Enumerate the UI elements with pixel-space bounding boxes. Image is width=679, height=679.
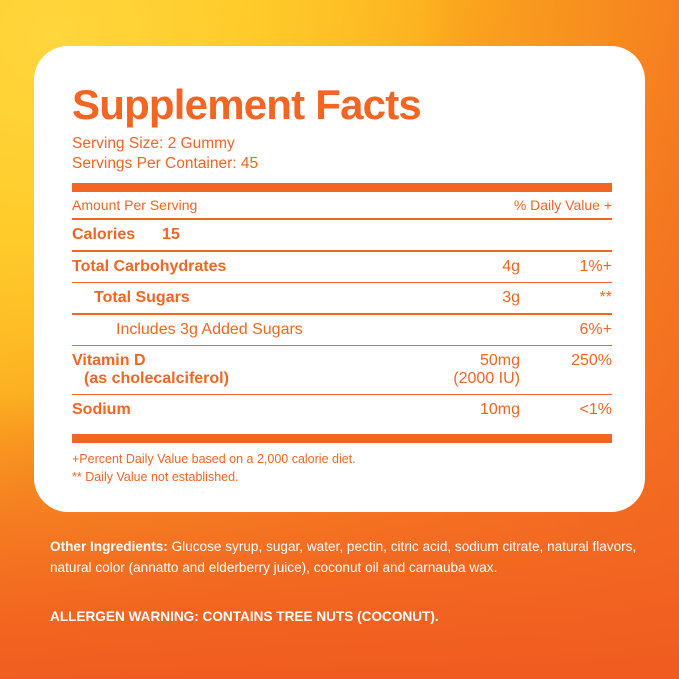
row-dv-sodium: <1%: [579, 401, 612, 419]
serving-size: Serving Size: 2 Gummy: [72, 135, 235, 152]
footnote-percent-daily-value: +Percent Daily Value based on a 2,000 ca…: [72, 452, 356, 467]
table-header-row: Amount Per Serving % Daily Value +: [72, 192, 612, 218]
row-dv-vitamin-d: 250%: [571, 351, 612, 369]
page-title: Supplement Facts: [72, 81, 422, 128]
row-amount-sub-vitamin-d: (2000 IU): [453, 369, 520, 387]
header-amount-per-serving: Amount Per Serving: [72, 197, 198, 213]
servings-per-container: Servings Per Container: 45: [72, 155, 259, 172]
other-ingredients-text: Glucose syrup, sugar, water, pectin, cit…: [50, 539, 637, 575]
footnotes: +Percent Daily Value based on a 2,000 ca…: [72, 450, 612, 486]
footnote-daily-value-not-established: ** Daily Value not established.: [72, 470, 239, 485]
table-row-total-carbohydrates: Total Carbohydrates 4g 1%+: [72, 252, 612, 282]
table-row-total-sugars: Total Sugars 3g **: [72, 283, 612, 313]
table-row-vitamin-d: Vitamin D (as cholecalciferol) 50mg (200…: [72, 346, 612, 394]
row-name-total-sugars: Total Sugars: [94, 289, 190, 307]
header-daily-value: % Daily Value +: [513, 197, 612, 213]
divider-1: [72, 250, 612, 252]
row-name-calories: Calories 15: [72, 226, 180, 244]
row-dv-total-carbohydrates: 1%+: [579, 257, 612, 275]
row-name-vitamin-d: Vitamin D: [72, 351, 146, 369]
divider-4: [72, 344, 612, 346]
table-row-added-sugars: Includes 3g Added Sugars 6%+: [72, 315, 612, 345]
divider-3: [72, 313, 612, 315]
row-dv-total-sugars: **: [599, 289, 612, 307]
divider-thick-top: [72, 183, 612, 192]
row-name-total-carbohydrates: Total Carbohydrates: [72, 257, 227, 275]
row-amount-total-carbohydrates: 4g: [502, 257, 520, 275]
row-subname-vitamin-d: (as cholecalciferol): [84, 369, 229, 387]
divider-2: [72, 281, 612, 284]
row-amount-vitamin-d: 50mg: [479, 351, 520, 369]
row-amount-calories: 15: [162, 226, 180, 244]
table-row-calories: Calories 15: [72, 220, 612, 250]
divider-under-header: [72, 218, 612, 221]
row-amount-total-sugars: 3g: [502, 289, 520, 307]
other-ingredients: Other Ingredients: Glucose syrup, sugar,…: [50, 536, 642, 578]
supplement-facts-panel: Supplement Facts Serving Size: 2 Gummy S…: [72, 82, 612, 486]
row-name-added-sugars: Includes 3g Added Sugars: [116, 320, 303, 338]
other-ingredients-label: Other Ingredients:: [50, 539, 168, 554]
table-row-sodium: Sodium 10mg <1%: [72, 395, 612, 425]
allergen-warning: ALLERGEN WARNING: CONTAINS TREE NUTS (CO…: [50, 609, 439, 624]
supplement-facts-card: Supplement Facts Serving Size: 2 Gummy S…: [34, 46, 645, 512]
divider-thick-bottom: [72, 434, 612, 444]
row-amount-sodium: 10mg: [479, 401, 520, 419]
divider-5: [72, 393, 612, 396]
row-name-sodium: Sodium: [72, 401, 131, 419]
row-dv-added-sugars: 6%+: [579, 320, 612, 338]
